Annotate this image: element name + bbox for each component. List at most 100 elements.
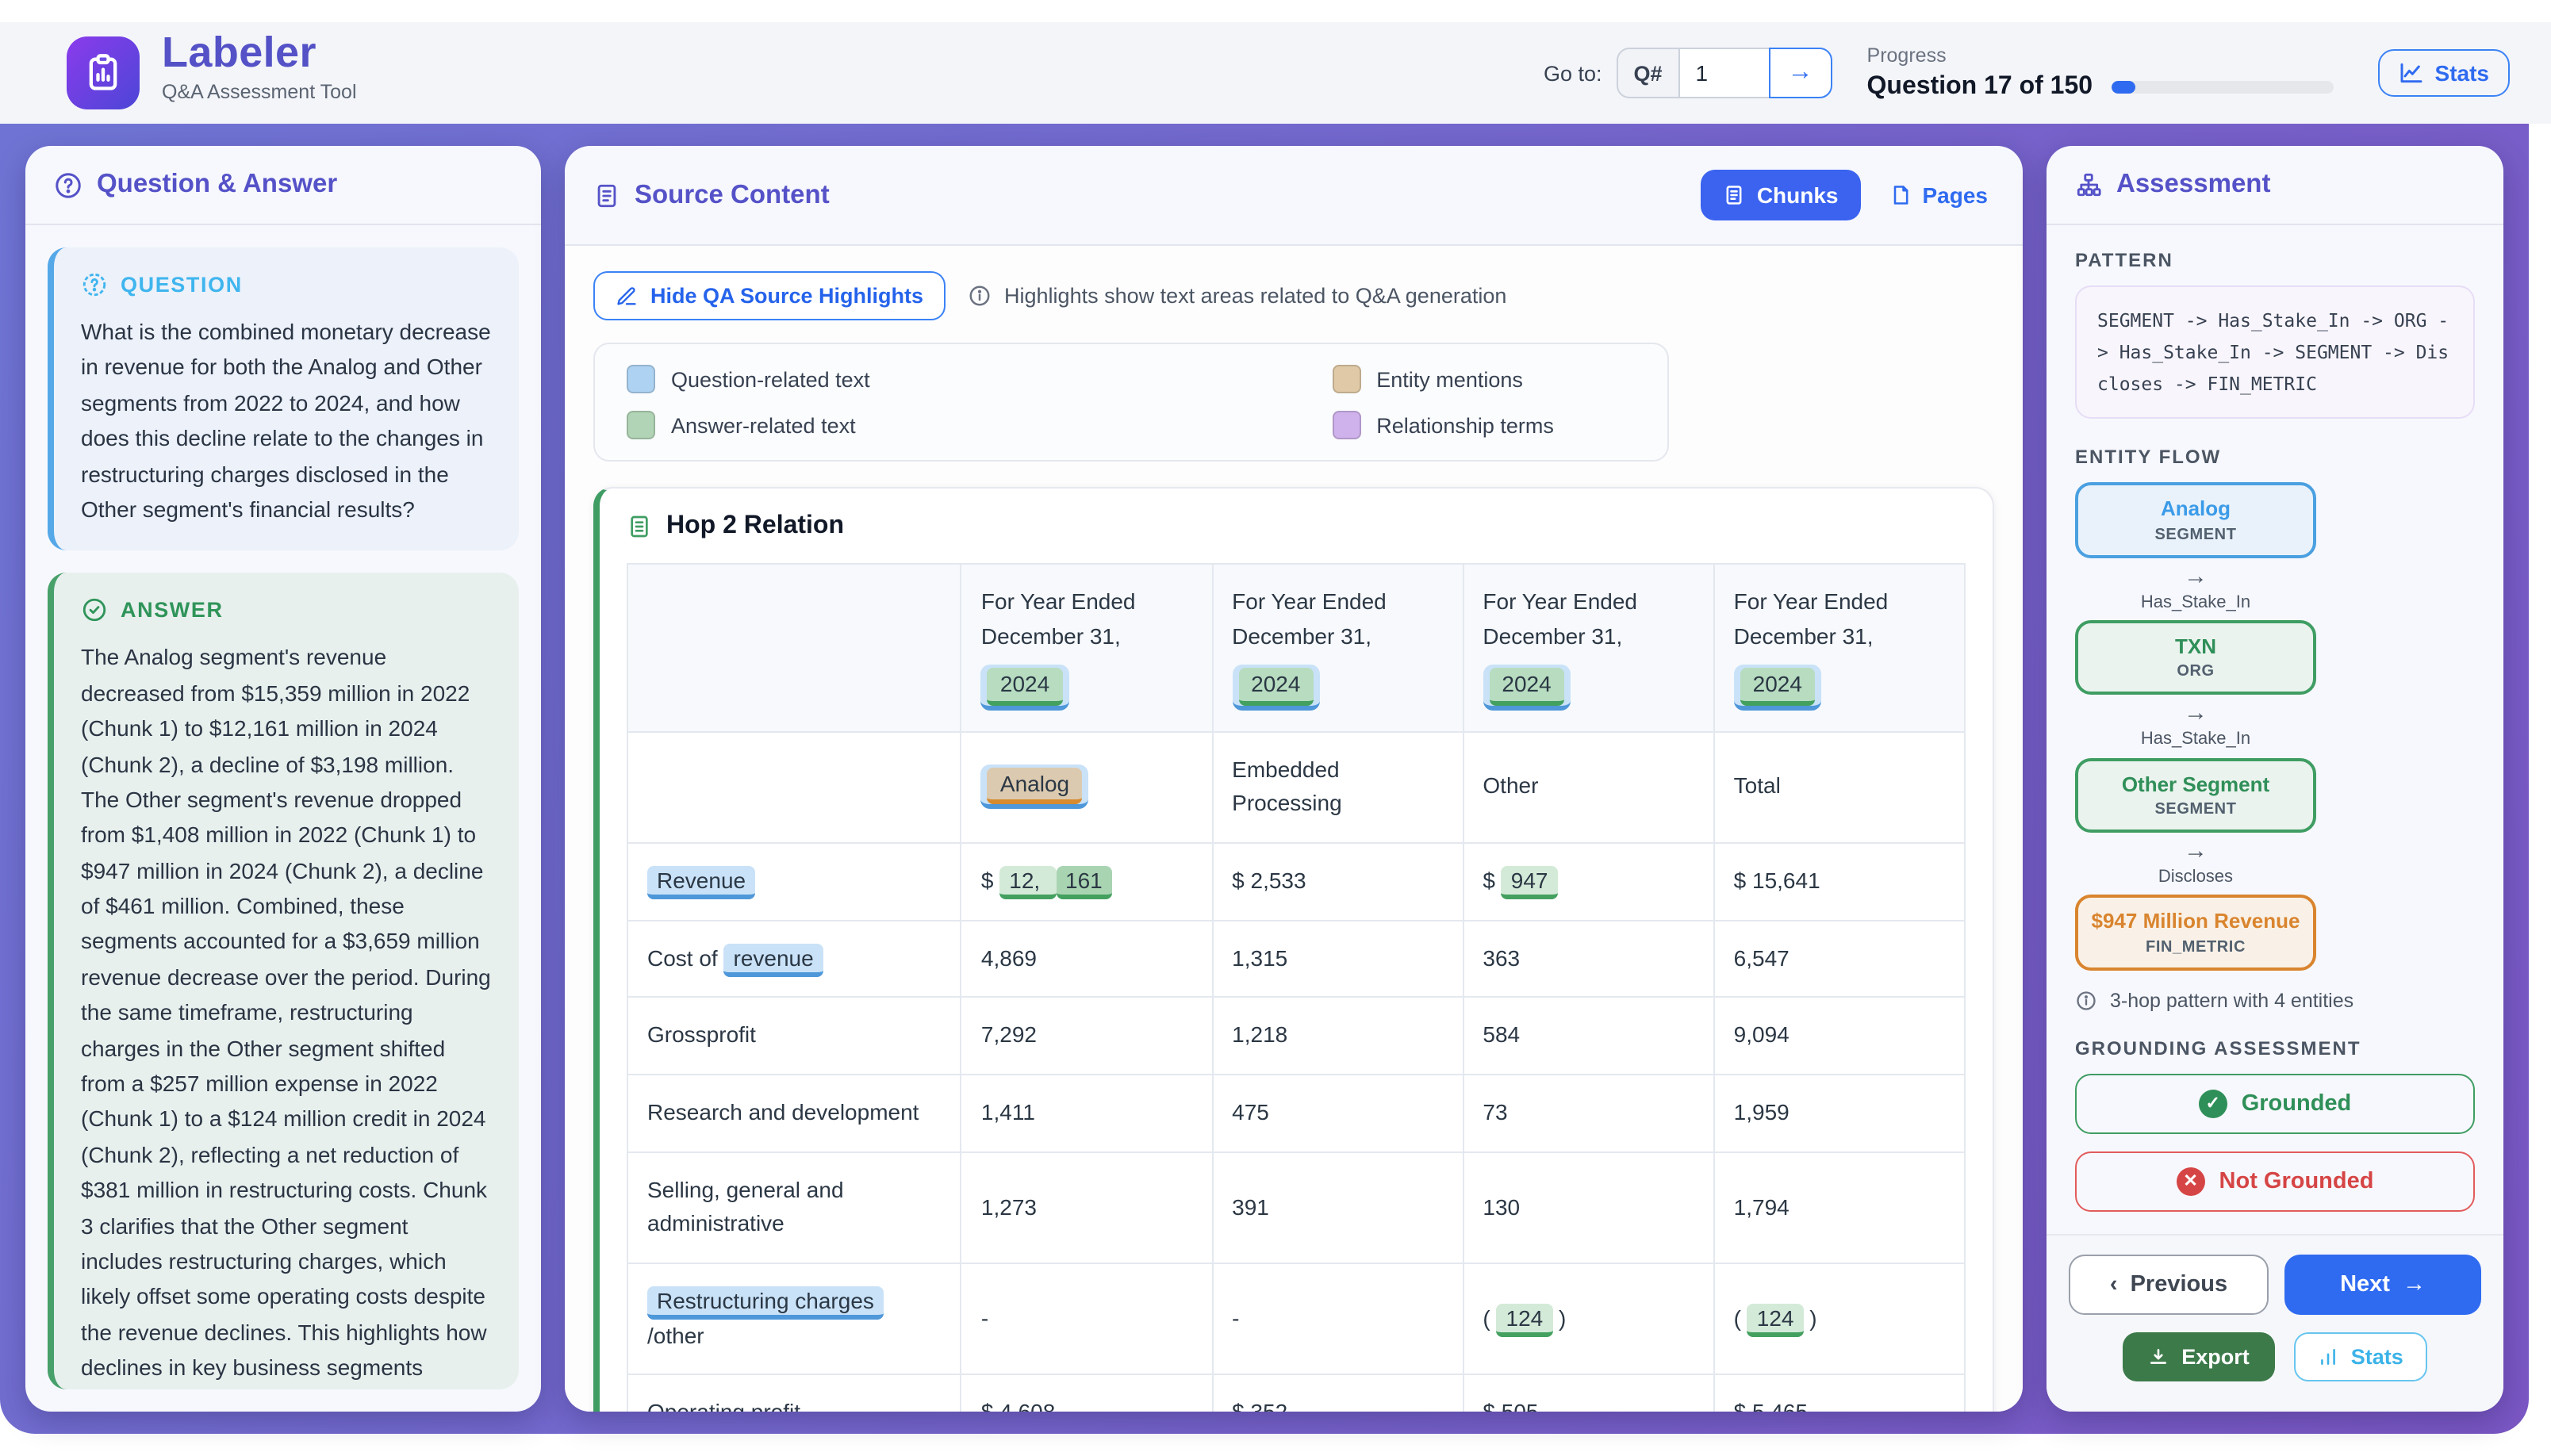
answer-text: The Analog segment's revenue decreased f…: [81, 644, 491, 1381]
table-doc-icon: [627, 514, 652, 539]
info-icon: [2075, 989, 2097, 1011]
question-label: QUESTION: [121, 273, 243, 297]
entity-box[interactable]: TXN ORG: [2075, 620, 2316, 695]
pattern-text: SEGMENT -> Has_Stake_In -> ORG -> Has_St…: [2075, 285, 2475, 420]
table-row: Operating profit$ 4,608$ 352$ 505$ 5,465: [626, 1374, 1966, 1412]
segment-name-cell: Total: [1713, 730, 1966, 844]
hide-highlights-button[interactable]: Hide QA Source Highlights: [593, 271, 946, 320]
value-cell: 1,218: [1211, 996, 1464, 1075]
entity-box[interactable]: Other Segment SEGMENT: [2075, 757, 2316, 833]
value-cell: 584: [1462, 996, 1715, 1075]
table-row: Grossprofit 7,292 1,218 584 9,094: [626, 996, 1966, 1075]
x-circle-icon: ✕: [2176, 1167, 2205, 1196]
progress-text: Question 17 of 150: [1866, 73, 2093, 100]
value-cell: 475: [1211, 1074, 1464, 1153]
question-card: QUESTION What is the combined monetary d…: [48, 247, 519, 551]
value-cell: $ 947: [1462, 841, 1715, 921]
check-circle-icon: ✓: [2198, 1089, 2227, 1118]
qa-panel-title: Question & Answer: [97, 170, 338, 198]
arrow-down-icon: →: [2184, 699, 2208, 727]
highlight-legend: Question-related text Answer-related text…: [593, 343, 1669, 462]
entity-flow: Analog SEGMENT → Has_Stake_In TXN ORG → Has_Sta…: [2075, 482, 2475, 971]
value-cell: ( 124 ): [1713, 1263, 1966, 1376]
app-header: Labeler Q&A Assessment Tool Go to: Q# → …: [0, 22, 2551, 124]
goto-input[interactable]: [1678, 48, 1769, 98]
row-label-cell: Grossprofit: [626, 996, 962, 1075]
legend-item: Answer-related text: [627, 411, 951, 439]
qa-panel: Question & Answer QUESTION What is the c…: [25, 146, 541, 1412]
relation-table-card: Hop 2 Relation For Year Ended December 3…: [593, 487, 1994, 1412]
table-row: Cost of revenue 4,869 1,315 363 6,547: [626, 919, 1966, 998]
pen-icon: [616, 285, 638, 307]
grounding-label: GROUNDING ASSESSMENT: [2075, 1036, 2361, 1059]
pages-doc-icon: [1889, 184, 1912, 206]
value-cell: 6,547: [1713, 919, 1966, 998]
legend-item: Relationship terms: [1332, 411, 1635, 439]
financial-table: For Year Ended December 31, 2024 For Year …: [626, 563, 1966, 1412]
table-header-cell: For Year Ended December 31, 2024: [1462, 563, 1715, 733]
assessment-footer: ‹ Previous Next → Export: [2047, 1234, 2503, 1412]
document-icon: [593, 182, 620, 209]
value-cell: 391: [1211, 1151, 1464, 1265]
row-label-cell: Restructuring charges /other: [626, 1263, 962, 1376]
table-header-cell: For Year Ended December 31, 2024: [1211, 563, 1464, 733]
table-header-cell: For Year Ended December 31, 2024: [960, 563, 1214, 733]
export-button[interactable]: Export: [2123, 1332, 2275, 1381]
table-header-cell: For Year Ended December 31, 2024: [1713, 563, 1966, 733]
value-cell: -: [1211, 1263, 1464, 1376]
value-cell: 9,094: [1713, 996, 1966, 1075]
value-cell: $ 5,465: [1713, 1374, 1966, 1412]
stats-button-footer[interactable]: Stats: [2293, 1332, 2427, 1381]
app-logo-icon: [67, 36, 140, 109]
value-cell: 1,794: [1713, 1151, 1966, 1265]
value-cell: $ 12, 161: [960, 841, 1214, 921]
not-grounded-button[interactable]: ✕ Not Grounded: [2075, 1151, 2475, 1212]
grounded-button[interactable]: ✓ Grounded: [2075, 1073, 2475, 1134]
entity-box[interactable]: Analog SEGMENT: [2075, 482, 2316, 558]
relation-step: → Discloses: [2075, 833, 2316, 895]
legend-item: Entity mentions: [1332, 365, 1635, 393]
segment-name-cell: Embedded Processing: [1211, 730, 1464, 844]
hierarchy-icon: [2075, 171, 2102, 198]
value-cell: $ 352: [1211, 1374, 1464, 1412]
goto-submit-button[interactable]: →: [1768, 48, 1832, 98]
row-label-cell: Revenue: [626, 841, 962, 921]
main-body: Question & Answer QUESTION What is the c…: [0, 124, 2529, 1434]
segment-name-cell: Analog: [960, 730, 1214, 844]
relation-step: → Has_Stake_In: [2075, 695, 2316, 758]
entity-flow-label: ENTITY FLOW: [2075, 446, 2222, 469]
value-cell: 363: [1462, 919, 1715, 998]
answer-card: ANSWER The Analog segment's revenue decr…: [48, 573, 519, 1389]
arrow-down-icon: →: [2184, 837, 2208, 864]
answer-label: ANSWER: [121, 598, 224, 623]
app-title: Labeler: [162, 28, 316, 75]
pages-tab[interactable]: Pages: [1883, 170, 1995, 220]
arrow-right-icon: →: [1787, 59, 1813, 86]
segment-name-cell: Other: [1462, 730, 1715, 844]
value-cell: $ 4,608: [960, 1374, 1214, 1412]
row-label-cell: Cost of revenue: [626, 919, 962, 998]
progress-fill: [2112, 81, 2136, 94]
entity-box[interactable]: $947 Million Revenue FIN_METRIC: [2075, 895, 2316, 971]
pattern-note: 3-hop pattern with 4 entities: [2110, 989, 2354, 1012]
line-chart-icon: [2399, 60, 2424, 86]
row-label-cell: Research and development: [626, 1074, 962, 1153]
source-content-panel: Source Content Chunks Pages: [565, 146, 2023, 1412]
stats-button-header[interactable]: Stats: [2377, 49, 2510, 97]
info-icon: [968, 284, 992, 308]
chunks-tab[interactable]: Chunks: [1701, 170, 1861, 220]
previous-button[interactable]: ‹ Previous: [2069, 1255, 2269, 1315]
value-cell: 130: [1462, 1151, 1715, 1265]
table-subheader-row: Analog Embedded Processing Other Total: [626, 730, 1966, 844]
value-cell: 1,411: [960, 1074, 1214, 1153]
next-button[interactable]: Next →: [2284, 1255, 2481, 1315]
progress: Progress Question 17 of 150: [1867, 44, 2343, 102]
value-cell: 1,315: [1211, 919, 1464, 998]
value-cell: $ 505: [1462, 1374, 1715, 1412]
table-row: Research and development 1,411 475 73 1,959: [626, 1074, 1966, 1153]
value-cell: 1,273: [960, 1151, 1214, 1265]
arrow-down-icon: →: [2184, 562, 2208, 590]
goto-question: Go to: Q# →: [1544, 48, 1832, 98]
table-row: Restructuring charges /other - -( 124 )( 1…: [626, 1263, 1966, 1376]
